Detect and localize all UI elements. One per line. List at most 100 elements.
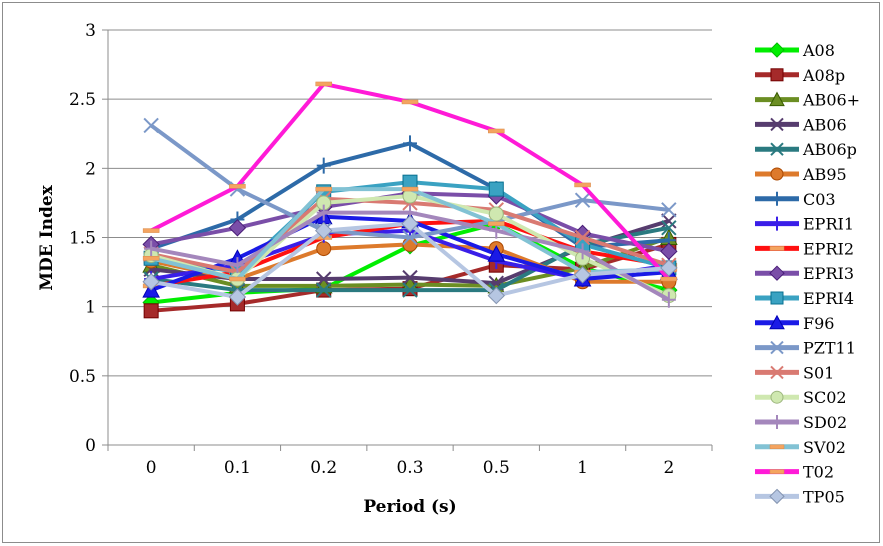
data-point-epri3 (228, 219, 247, 237)
legend-entry-epri3: EPRI3 (755, 264, 854, 283)
legend-label: A08p (802, 66, 845, 85)
data-point-sc02 (488, 206, 504, 222)
legend-marker (769, 91, 785, 107)
legend-entry-tp05: TP05 (755, 487, 845, 506)
data-point-sd02 (144, 240, 159, 257)
series-group (142, 81, 678, 319)
legend-marker (770, 365, 784, 380)
series-sd02 (144, 204, 676, 308)
x-tick-label: 2 (663, 458, 674, 478)
data-point-tp05 (487, 286, 505, 305)
y-axis-title: MDE Index (37, 184, 57, 290)
y-tick-label: 1.5 (69, 229, 96, 249)
legend-entry-ab06p: AB06p (755, 140, 857, 159)
series-tp05 (142, 214, 678, 306)
legend-label: EPRI3 (803, 264, 854, 283)
x-tick-label: 0.1 (224, 458, 251, 478)
data-point-ab06p (316, 282, 332, 298)
legend-label: SD02 (803, 413, 847, 432)
data-point-tp05 (228, 288, 247, 306)
y-tick-label: 2 (85, 159, 96, 179)
legend-label: EPRI1 (803, 215, 854, 234)
data-point-ab95 (402, 236, 418, 252)
legend-entry-c03: C03 (755, 190, 836, 209)
data-point-pzt11 (574, 192, 591, 208)
data-point-c03 (316, 157, 331, 174)
legend-label: F96 (803, 314, 834, 333)
legend-entry-s01: S01 (755, 363, 834, 382)
legend-marker (771, 191, 783, 206)
legend-marker (770, 142, 784, 156)
x-tick-label: 0.2 (310, 458, 337, 478)
legend-label: C03 (803, 190, 836, 209)
data-point-ab06p (402, 282, 418, 298)
legend-label: AB06 (802, 115, 847, 134)
legend-entry-sd02: SD02 (755, 413, 847, 432)
legend: A08 A08p AB06+ AB06 AB06p AB95 C03 EPRI1 EPRI2 EP… (755, 41, 860, 506)
data-point-t02 (229, 184, 246, 189)
data-point-ab06p (661, 220, 677, 236)
data-point-ab06 (661, 213, 677, 229)
axes: 0 0.5 1 1.5 2 2.5 3 0 0.1 0.2 0.3 0.5 1 2 (69, 21, 713, 478)
data-point-f96 (487, 245, 506, 262)
x-tick-label: 0.5 (483, 458, 510, 478)
legend-marker (770, 390, 784, 404)
data-point-t02 (488, 128, 505, 134)
data-point-tp05 (660, 259, 678, 277)
y-tick-label: 1 (85, 298, 96, 318)
data-point-t02 (401, 99, 419, 105)
legend-entry-epri2: EPRI2 (755, 239, 854, 258)
legend-marker (770, 291, 784, 305)
legend-label: EPRI2 (803, 239, 854, 258)
data-point-t02 (660, 276, 678, 282)
legend-label: PZT11 (803, 339, 856, 358)
data-point-c03 (403, 135, 417, 152)
y-tick-label: 0.5 (69, 367, 96, 387)
legend-entry-pzt11: PZT11 (755, 339, 856, 358)
legend-label: EPRI4 (803, 289, 854, 308)
data-point-t02 (574, 182, 591, 188)
legend-entry-a08p: A08p (755, 66, 845, 85)
legend-entry-sv02: SV02 (755, 438, 846, 457)
data-point-sv02 (142, 256, 160, 261)
data-point-t02 (315, 81, 332, 87)
data-point-epri4 (488, 181, 504, 197)
data-point-sv02 (488, 221, 505, 226)
legend-entry-sc02: SC02 (755, 388, 847, 407)
legend-label: AB95 (802, 165, 847, 184)
x-tick-label: 1 (577, 458, 588, 478)
legend-entry-f96: F96 (755, 314, 834, 333)
legend-marker (769, 488, 785, 505)
legend-label: S01 (803, 363, 834, 382)
legend-entry-epri1: EPRI1 (755, 215, 854, 234)
legend-label: AB06p (802, 140, 857, 159)
data-point-sd02 (661, 291, 676, 308)
data-point-a08p (143, 303, 159, 319)
data-point-sd02 (230, 257, 245, 274)
legend-marker (770, 68, 784, 82)
y-tick-label: 2.5 (69, 90, 96, 110)
legend-label: T02 (803, 463, 834, 482)
data-point-ab06 (402, 269, 418, 286)
data-point-pzt11 (661, 202, 677, 218)
legend-label: AB06+ (802, 91, 860, 110)
x-tick-label: 0.3 (396, 458, 423, 478)
data-point-sv02 (401, 186, 419, 192)
legend-entry-a08: A08 (755, 41, 835, 60)
data-point-sd02 (316, 204, 331, 221)
legend-marker (769, 314, 785, 330)
data-point-ab06 (316, 271, 332, 287)
data-point-pzt11 (143, 117, 159, 134)
legend-entry-ab06: AB06 (755, 115, 847, 134)
legend-marker (770, 167, 784, 181)
legend-marker (771, 216, 783, 231)
data-point-tp05 (142, 273, 160, 291)
series-t02 (142, 81, 678, 282)
legend-label: SC02 (803, 388, 847, 407)
y-tick-label: 3 (85, 21, 96, 41)
legend-entry-t02: T02 (755, 463, 834, 482)
legend-entry-ab95: AB95 (755, 165, 847, 184)
legend-marker (769, 265, 785, 281)
legend-marker (770, 340, 784, 355)
